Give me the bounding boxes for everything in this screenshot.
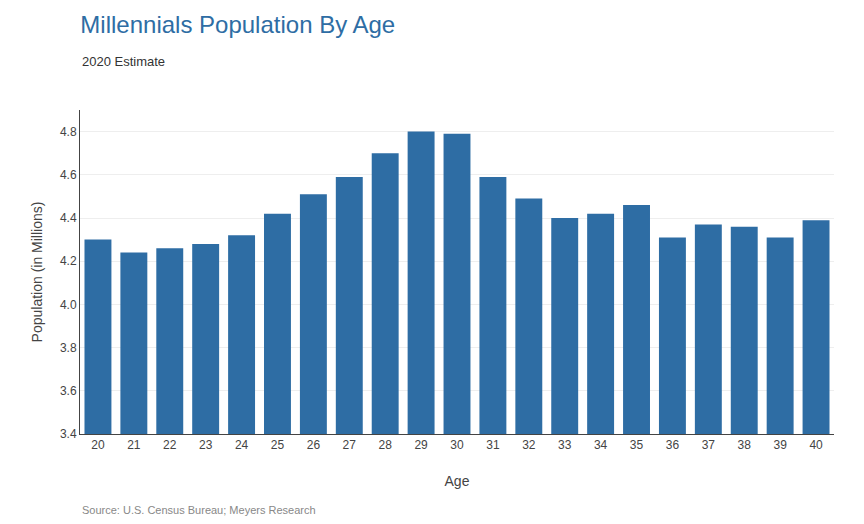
- svg-text:33: 33: [558, 438, 572, 452]
- svg-text:23: 23: [199, 438, 213, 452]
- svg-text:4.2: 4.2: [60, 254, 77, 268]
- svg-text:4.6: 4.6: [60, 168, 77, 182]
- svg-text:4.0: 4.0: [60, 298, 77, 312]
- svg-text:Age: Age: [445, 473, 470, 489]
- svg-text:3.4: 3.4: [60, 427, 77, 441]
- svg-text:32: 32: [522, 438, 536, 452]
- svg-text:31: 31: [486, 438, 500, 452]
- svg-text:4.4: 4.4: [60, 211, 77, 225]
- svg-text:4.8: 4.8: [60, 125, 77, 139]
- svg-text:2020 Estimate: 2020 Estimate: [82, 54, 165, 69]
- svg-text:21: 21: [127, 438, 141, 452]
- svg-text:Millennials Population By Age: Millennials Population By Age: [80, 11, 395, 38]
- svg-text:30: 30: [450, 438, 464, 452]
- svg-text:37: 37: [702, 438, 716, 452]
- svg-text:38: 38: [738, 438, 752, 452]
- svg-text:20: 20: [91, 438, 105, 452]
- svg-text:40: 40: [809, 438, 823, 452]
- svg-text:26: 26: [307, 438, 321, 452]
- svg-text:25: 25: [271, 438, 285, 452]
- svg-text:27: 27: [343, 438, 357, 452]
- svg-text:35: 35: [630, 438, 644, 452]
- svg-text:34: 34: [594, 438, 608, 452]
- svg-text:36: 36: [666, 438, 680, 452]
- svg-text:Population (in Millions): Population (in Millions): [29, 202, 45, 343]
- svg-text:22: 22: [163, 438, 177, 452]
- svg-text:3.8: 3.8: [60, 341, 77, 355]
- svg-text:3.6: 3.6: [60, 384, 77, 398]
- svg-text:29: 29: [414, 438, 428, 452]
- svg-text:24: 24: [235, 438, 249, 452]
- svg-text:28: 28: [379, 438, 393, 452]
- svg-text:39: 39: [773, 438, 787, 452]
- svg-text:Source: U.S. Census Bureau; Me: Source: U.S. Census Bureau; Meyers Resea…: [82, 504, 316, 516]
